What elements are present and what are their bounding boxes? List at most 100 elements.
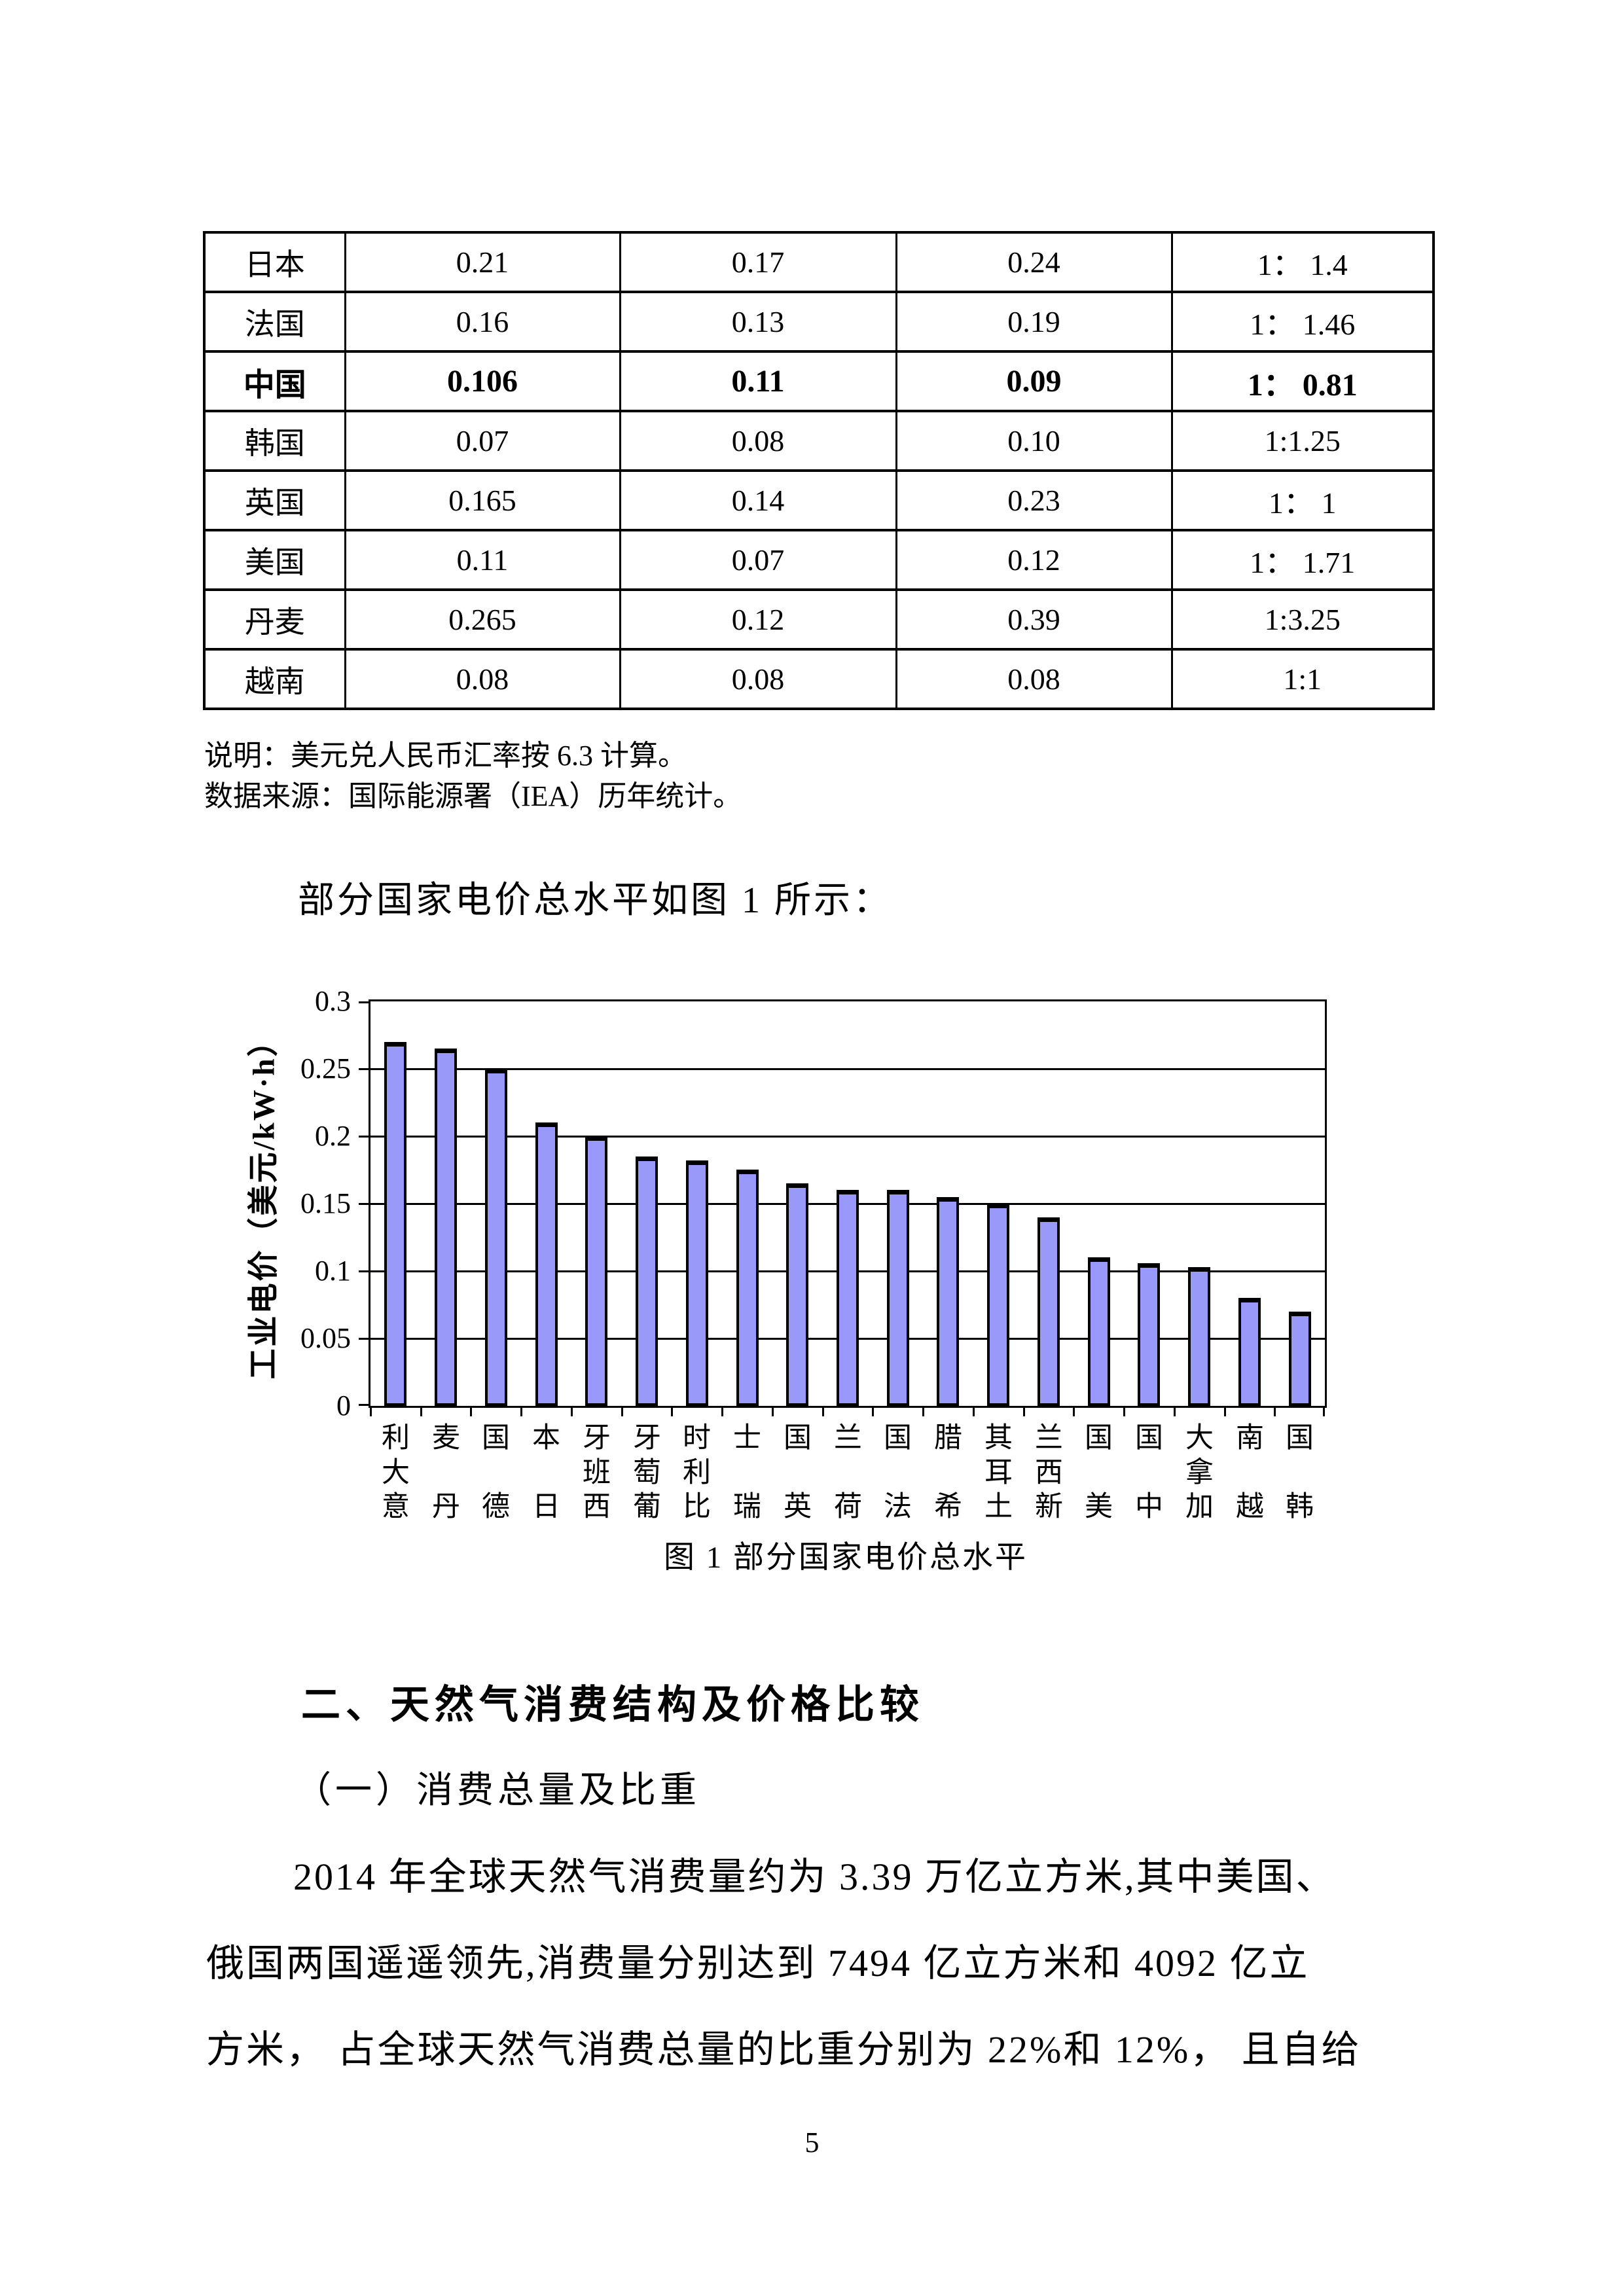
chart-gridline bbox=[370, 1068, 1325, 1070]
cell-value: 0.19 bbox=[895, 291, 1173, 353]
y-axis-tick-label: 0.15 bbox=[300, 1187, 351, 1219]
x-axis-category-label: 意大利 bbox=[370, 1424, 421, 1521]
x-axis-tick bbox=[872, 1406, 874, 1416]
category-char: 瑞 bbox=[733, 1492, 761, 1522]
x-axis-tick bbox=[520, 1406, 522, 1416]
x-axis-tick bbox=[822, 1406, 824, 1416]
x-axis-tick bbox=[772, 1406, 774, 1416]
chart-bar bbox=[636, 1157, 658, 1406]
cell-value: 0.39 bbox=[895, 588, 1173, 651]
cell-country: 法国 bbox=[203, 291, 346, 353]
chart-bar bbox=[1138, 1263, 1160, 1406]
chart-bar bbox=[585, 1136, 607, 1406]
category-char: 中 bbox=[1135, 1492, 1163, 1522]
category-char: 耳 bbox=[984, 1457, 1013, 1488]
category-char: 希 bbox=[934, 1492, 962, 1522]
y-axis-tick-label: 0.1 bbox=[315, 1255, 351, 1287]
chart-bar bbox=[837, 1190, 859, 1406]
category-char: 美 bbox=[1085, 1492, 1113, 1522]
cell-ratio: 1： 1.4 bbox=[1170, 231, 1435, 293]
category-char: 西 bbox=[1035, 1457, 1063, 1488]
cell-value: 0.07 bbox=[344, 410, 621, 472]
category-char: 腊 bbox=[934, 1423, 962, 1454]
cell-value: 0.10 bbox=[895, 410, 1173, 472]
category-char: 法 bbox=[884, 1492, 912, 1522]
x-axis-category-label: 德国 bbox=[471, 1424, 521, 1521]
x-axis-tick bbox=[1174, 1406, 1176, 1416]
cell-country: 越南 bbox=[203, 648, 346, 710]
x-axis-category-label: 丹麦 bbox=[421, 1424, 471, 1521]
x-axis-category-label: 中国 bbox=[1124, 1424, 1174, 1521]
category-char: 麦 bbox=[432, 1423, 460, 1454]
chart-bar bbox=[686, 1160, 708, 1406]
x-axis-category-label: 美国 bbox=[1074, 1424, 1124, 1521]
electricity-price-table: 日本 0.21 0.17 0.24 1： 1.4 法国 0.16 0.13 0.… bbox=[203, 231, 1435, 710]
body-text-line: 方米， 占全球天然气消费总量的比重分别为 22%和 12%， 且自给 bbox=[206, 2028, 1362, 2071]
cell-value: 0.08 bbox=[344, 648, 621, 710]
cell-value: 0.09 bbox=[895, 350, 1173, 412]
cell-country: 美国 bbox=[203, 529, 346, 591]
table-row: 法国 0.16 0.13 0.19 1： 1.46 bbox=[203, 291, 1435, 353]
chart-bar bbox=[736, 1170, 759, 1406]
category-char: 萄 bbox=[633, 1457, 661, 1488]
category-char: 葡 bbox=[633, 1492, 661, 1522]
x-axis-category-label: 比利时 bbox=[672, 1424, 722, 1521]
chart-bar bbox=[535, 1122, 558, 1406]
cell-country: 中国 bbox=[203, 350, 346, 412]
cell-country: 日本 bbox=[203, 231, 346, 293]
category-char: 本 bbox=[532, 1423, 560, 1454]
category-char: 牙 bbox=[633, 1423, 661, 1454]
category-char: 国 bbox=[1286, 1423, 1314, 1454]
cell-value: 0.12 bbox=[895, 529, 1173, 591]
category-char: 南 bbox=[1236, 1423, 1264, 1454]
y-axis-tick-label: 0 bbox=[336, 1390, 351, 1422]
category-char: 土 bbox=[984, 1492, 1013, 1522]
cell-value: 0.08 bbox=[619, 410, 897, 472]
category-char: 牙 bbox=[583, 1423, 611, 1454]
x-axis-category-label: 法国 bbox=[873, 1424, 923, 1521]
cell-value: 0.08 bbox=[619, 648, 897, 710]
category-char: 国 bbox=[884, 1423, 912, 1454]
cell-ratio: 1:1.25 bbox=[1170, 410, 1435, 472]
y-axis-tick-label: 0.05 bbox=[300, 1322, 351, 1354]
chart-bar bbox=[384, 1042, 406, 1406]
cell-value: 0.11 bbox=[619, 350, 897, 412]
category-char: 士 bbox=[733, 1423, 761, 1454]
cell-ratio: 1： 0.81 bbox=[1170, 350, 1435, 412]
category-char: 意 bbox=[382, 1492, 410, 1522]
table-row: 丹麦 0.265 0.12 0.39 1:3.25 bbox=[203, 588, 1435, 651]
y-axis-tick bbox=[359, 1068, 370, 1070]
cell-value: 0.08 bbox=[895, 648, 1173, 710]
table-row: 美国 0.11 0.07 0.12 1： 1.71 bbox=[203, 529, 1435, 591]
x-axis-tick bbox=[470, 1406, 472, 1416]
intro-paragraph: 部分国家电价总水平如图 1 所示： bbox=[298, 880, 892, 921]
x-axis-category-label: 西班牙 bbox=[571, 1424, 622, 1521]
table-note-data-source: 数据来源：国际能源署（IEA）历年统计。 bbox=[204, 780, 742, 812]
chart-bar bbox=[1238, 1298, 1261, 1406]
category-char: 兰 bbox=[1035, 1423, 1063, 1454]
x-axis-tick bbox=[1023, 1406, 1025, 1416]
x-axis-category-label: 葡萄牙 bbox=[622, 1424, 672, 1521]
cell-ratio: 1:3.25 bbox=[1170, 588, 1435, 651]
category-char: 英 bbox=[784, 1492, 812, 1522]
cell-ratio: 1： 1 bbox=[1170, 469, 1435, 531]
table-row-china: 中国 0.106 0.11 0.09 1： 0.81 bbox=[203, 350, 1435, 412]
x-axis-tick bbox=[721, 1406, 723, 1416]
cell-ratio: 1:1 bbox=[1170, 648, 1435, 710]
y-axis-tick bbox=[359, 1136, 370, 1138]
cell-country: 丹麦 bbox=[203, 588, 346, 651]
cell-value: 0.16 bbox=[344, 291, 621, 353]
y-axis-tick bbox=[359, 1404, 370, 1406]
section-heading: 二、天然气消费结构及价格比较 bbox=[301, 1683, 924, 1727]
category-char: 韩 bbox=[1286, 1492, 1314, 1522]
x-axis-category-label: 加拿大 bbox=[1174, 1424, 1225, 1521]
x-axis-category-label: 韩国 bbox=[1274, 1424, 1325, 1521]
chart-bar bbox=[1088, 1257, 1110, 1406]
chart-bar bbox=[786, 1183, 808, 1406]
x-axis-category-label: 越南 bbox=[1225, 1424, 1275, 1521]
cell-country: 韩国 bbox=[203, 410, 346, 472]
x-axis-tick bbox=[671, 1406, 673, 1416]
x-axis-tick bbox=[973, 1406, 975, 1416]
category-char: 西 bbox=[583, 1492, 611, 1522]
